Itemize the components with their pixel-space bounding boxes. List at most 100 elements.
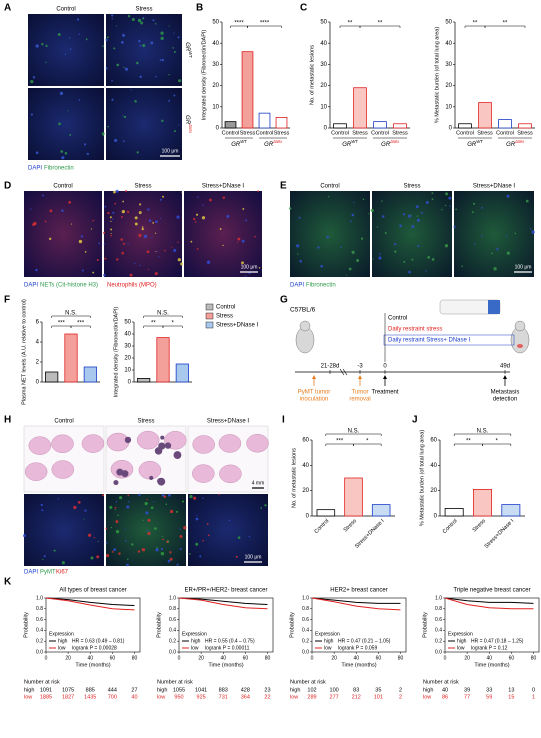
speckle xyxy=(103,273,106,277)
x-tick-label: 80 xyxy=(265,655,271,661)
legend-swatch xyxy=(205,303,214,311)
x-tick-label: Control xyxy=(222,130,240,136)
bar xyxy=(137,377,151,383)
y-tick-label: 30 xyxy=(445,62,452,68)
genotype-sup: WT xyxy=(351,139,358,144)
speckle xyxy=(134,99,137,103)
legend-label: high xyxy=(191,638,201,644)
lung-lobe xyxy=(219,464,242,484)
speckle xyxy=(172,47,174,49)
speckle xyxy=(116,63,120,67)
y-tick-label: 6 xyxy=(36,320,40,326)
speckle xyxy=(193,496,197,500)
speckle xyxy=(206,260,211,264)
significance-bracket xyxy=(143,315,183,318)
speckle xyxy=(44,220,47,223)
significance-label: ** xyxy=(503,21,508,27)
speckle xyxy=(142,17,145,20)
y-tick-label: 0.0 xyxy=(36,649,43,655)
speckle xyxy=(120,215,123,218)
speckle xyxy=(84,509,87,512)
speckle xyxy=(196,515,198,517)
speckle xyxy=(139,264,141,267)
y-tick-label: 0 xyxy=(449,126,453,132)
speckle xyxy=(110,233,112,235)
risk-count: 950 xyxy=(174,694,183,700)
speckle xyxy=(43,555,46,558)
lung-lobe xyxy=(24,462,48,481)
plot-frame xyxy=(444,597,540,653)
speckle xyxy=(491,252,493,255)
speckle xyxy=(372,258,374,260)
significance-label: * xyxy=(171,321,174,327)
speckle xyxy=(156,251,158,253)
y-axis-label: % Metastatic burden (of total lung area) xyxy=(419,430,425,526)
speckle xyxy=(159,59,162,61)
speckle xyxy=(180,262,183,266)
speckle xyxy=(68,37,71,39)
speckle xyxy=(356,259,360,262)
genotype-label: GRΔMu xyxy=(506,139,524,147)
speckle xyxy=(226,214,230,218)
speckle xyxy=(126,505,130,509)
speckle xyxy=(78,239,83,244)
bar xyxy=(175,363,189,383)
panel-letter: G xyxy=(280,295,288,306)
speckle xyxy=(173,248,177,252)
speckle xyxy=(196,248,199,250)
y-axis-label: Probability xyxy=(156,612,162,638)
bar xyxy=(478,102,492,129)
risk-count: 40 xyxy=(442,687,448,693)
y-tick-label: 10 xyxy=(124,368,131,374)
y-tick-label: 1.0 xyxy=(36,595,43,601)
speckle xyxy=(345,274,347,276)
speckle xyxy=(248,536,251,538)
risk-row-label: low xyxy=(24,694,32,700)
risk-count: 1091 xyxy=(40,687,52,693)
y-tick-label: 20 xyxy=(320,83,327,89)
speckle xyxy=(110,228,113,231)
speckle xyxy=(288,207,292,210)
speckle xyxy=(112,218,114,220)
speckle xyxy=(264,504,267,507)
y-tick-label: 40 xyxy=(302,463,309,469)
speckle xyxy=(402,213,406,216)
risk-row-label: high xyxy=(290,687,300,693)
x-tick-label: 20 xyxy=(65,655,71,661)
speckle xyxy=(96,555,100,559)
x-tick-label: Control xyxy=(496,130,514,136)
lesion xyxy=(124,436,132,444)
speckle xyxy=(106,36,109,39)
image xyxy=(106,14,182,86)
significance-label: * xyxy=(495,439,498,445)
x-tick-label: 40 xyxy=(87,655,93,661)
y-tick-label: 40 xyxy=(212,41,219,47)
stat-label: logrank P = 0.12 xyxy=(471,645,508,651)
lesion xyxy=(173,451,182,459)
legend-label: low xyxy=(324,645,332,651)
bar xyxy=(316,509,336,517)
bar xyxy=(393,123,407,129)
speckle xyxy=(139,203,142,206)
speckle xyxy=(113,190,116,194)
risk-count: 925 xyxy=(197,694,206,700)
image xyxy=(290,191,370,277)
genotype-sup: WT xyxy=(476,139,483,144)
speckle xyxy=(30,113,33,116)
panel-letter: H xyxy=(4,415,11,426)
image xyxy=(28,88,104,160)
speckle xyxy=(525,199,529,203)
lung-lobe xyxy=(81,434,105,453)
image xyxy=(28,14,104,86)
column-header: Stress xyxy=(135,7,152,13)
speckle xyxy=(242,208,245,210)
lung-lobe xyxy=(51,460,75,479)
speckle xyxy=(317,246,320,249)
speckle xyxy=(481,235,483,237)
event-label: Metastasis xyxy=(491,390,520,396)
speckle xyxy=(141,226,144,228)
speckle xyxy=(105,38,108,42)
panel-letter: B xyxy=(196,3,203,14)
speckle xyxy=(116,258,119,261)
speckle xyxy=(115,189,119,193)
